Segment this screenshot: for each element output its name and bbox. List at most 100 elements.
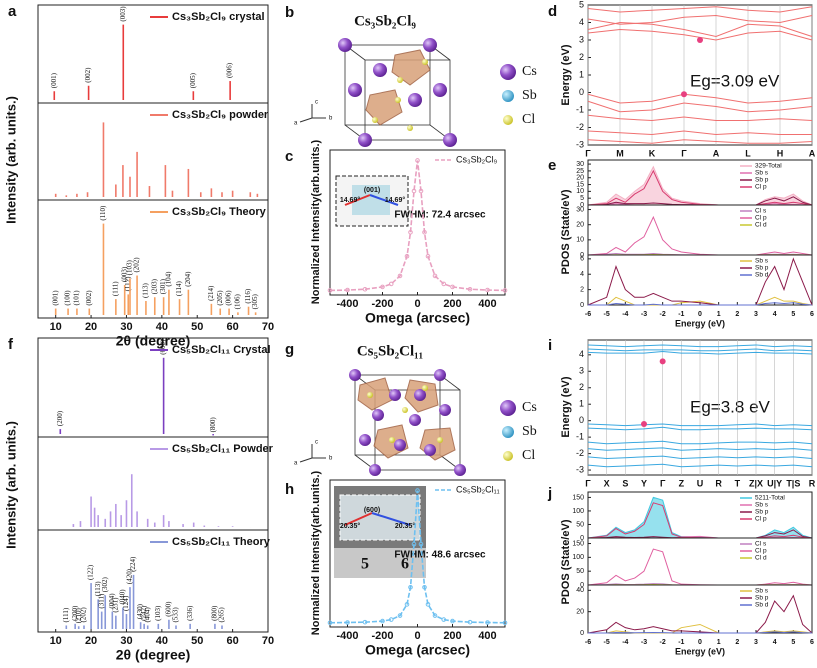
peak-label: (301) [159, 278, 167, 294]
inset-label: 5 [361, 556, 369, 573]
band-line [587, 463, 813, 468]
k-label: L [745, 148, 751, 158]
peak-label: (202) [133, 257, 141, 273]
legend-label: Cl p [755, 184, 767, 191]
x-tick-label: 20 [85, 635, 97, 647]
x-tick-label: -5 [604, 311, 610, 318]
axis-letter: b [329, 456, 333, 462]
x-tick-label: -400 [336, 298, 358, 310]
pdos-curve [587, 257, 813, 306]
y-tick-label: 2 [579, 382, 584, 392]
x-tick-label: -1 [678, 639, 684, 646]
panel-letter: c [285, 148, 293, 165]
y-tick-label: 100 [572, 554, 584, 561]
band-line [587, 130, 812, 136]
data-point [408, 229, 413, 235]
x-tick-label: 2 [735, 639, 739, 646]
panel-letter: a [8, 3, 17, 20]
x-tick-label: 50 [191, 635, 203, 647]
inset-label: (600) [364, 507, 380, 514]
y-tick-label: 2 [579, 52, 584, 62]
peak-label: (113) [94, 581, 102, 597]
peak-label: (210) [74, 607, 82, 623]
x-tick-label: 6 [810, 311, 814, 318]
data-point [418, 541, 424, 547]
plot-frame [587, 204, 813, 256]
band-edge [641, 420, 647, 427]
peak-label: (004) [108, 593, 116, 609]
k-label: H [777, 148, 784, 158]
legend-label: Sb p [755, 265, 769, 272]
peak-label: (800) [209, 417, 217, 433]
legend-label: Cs₃Sb₂Cl₉ [456, 154, 498, 164]
legend-label: Cs₅Sb₂Cl₁₁ [456, 484, 500, 494]
data-point [502, 288, 508, 293]
y-tick-label: 0 [580, 202, 584, 209]
x-tick-label: 5 [791, 311, 795, 318]
data-point [380, 618, 385, 624]
peak-label: (113) [142, 282, 150, 298]
y-tick-label: 50 [576, 568, 584, 575]
peak-label: (101) [73, 290, 81, 306]
band-line [587, 21, 813, 38]
peak-label: (336) [186, 605, 194, 621]
x-tick-label: 70 [262, 635, 274, 647]
peak-label: (110) [99, 205, 107, 221]
pdos-curve [587, 594, 813, 634]
x-tick-label: 10 [50, 635, 62, 647]
legend-label: Sb p [755, 509, 769, 516]
panel-letter: e [548, 157, 556, 174]
peak-label: (600) [159, 339, 167, 355]
x-tick-label: 4 [773, 311, 777, 318]
data-point [485, 287, 490, 293]
y-tick-label: 20 [576, 222, 584, 229]
band-edge [659, 358, 666, 365]
peak-label: (200) [71, 605, 79, 621]
band-edge [681, 91, 687, 98]
chart-stem: Cs₃Sb₂Cl₉ powder [37, 102, 269, 201]
x-axis-label: Omega (arcsec) [365, 310, 470, 326]
k-label: S [622, 478, 628, 488]
structure-title: Cs₃Sb₂Cl₉ [354, 13, 416, 29]
data-point [380, 284, 385, 290]
y-tick-label: 0 [580, 582, 584, 589]
y-tick-label: 30 [576, 206, 584, 213]
data-point [404, 253, 410, 259]
element-label: Sb [522, 424, 537, 439]
y-tick-label: 6 [580, 256, 584, 263]
peak-label: (005) [189, 72, 197, 88]
band-line [587, 440, 813, 445]
chart-stem: f (200) (600) (800) Cs₅Sb₂Cl₁₁ Crystal [8, 336, 271, 438]
y-axis-label: PDOS (State/eV) [560, 189, 572, 274]
y-tick-label: 1 [579, 69, 584, 79]
y-tick-label: -1 [576, 432, 584, 442]
inset-label: 6 [401, 556, 409, 573]
data-point [441, 281, 447, 287]
y-tick-label: 150 [572, 494, 584, 501]
x-tick-label: 200 [443, 630, 461, 642]
x-tick-label: -4 [622, 639, 628, 646]
y-tick-label: -3 [576, 464, 584, 474]
legend-label: Cl d [755, 555, 767, 562]
legend-label: Cs₃Sb₂Cl₉ powder [172, 109, 269, 121]
chart-line: c -400 -200 0 200 400 Omega (arcsec) Normalized… [285, 139, 508, 326]
legend-label: 5211-Total [755, 495, 785, 502]
k-label: M [616, 148, 624, 158]
legend-label: Sb s [755, 588, 769, 595]
y-axis-label: Normalized Intensity(arb.units.) [310, 139, 322, 304]
data-point [362, 286, 368, 292]
peak-label: (204) [184, 271, 192, 287]
y-tick-label: 5 [579, 0, 584, 9]
y-tick-label: 10 [576, 237, 584, 244]
x-tick-label: -6 [585, 639, 591, 646]
x-tick-label: 30 [120, 635, 132, 647]
k-label: Z|X [749, 478, 763, 488]
x-axis-label: 2θ (degree) [116, 647, 190, 663]
peak-label: (002) [85, 290, 93, 306]
band-line [587, 426, 813, 431]
inset-label: (001) [364, 187, 380, 194]
y-tick-label: 0 [580, 302, 584, 309]
panel-letter: b [285, 4, 294, 21]
data-point [450, 618, 455, 624]
